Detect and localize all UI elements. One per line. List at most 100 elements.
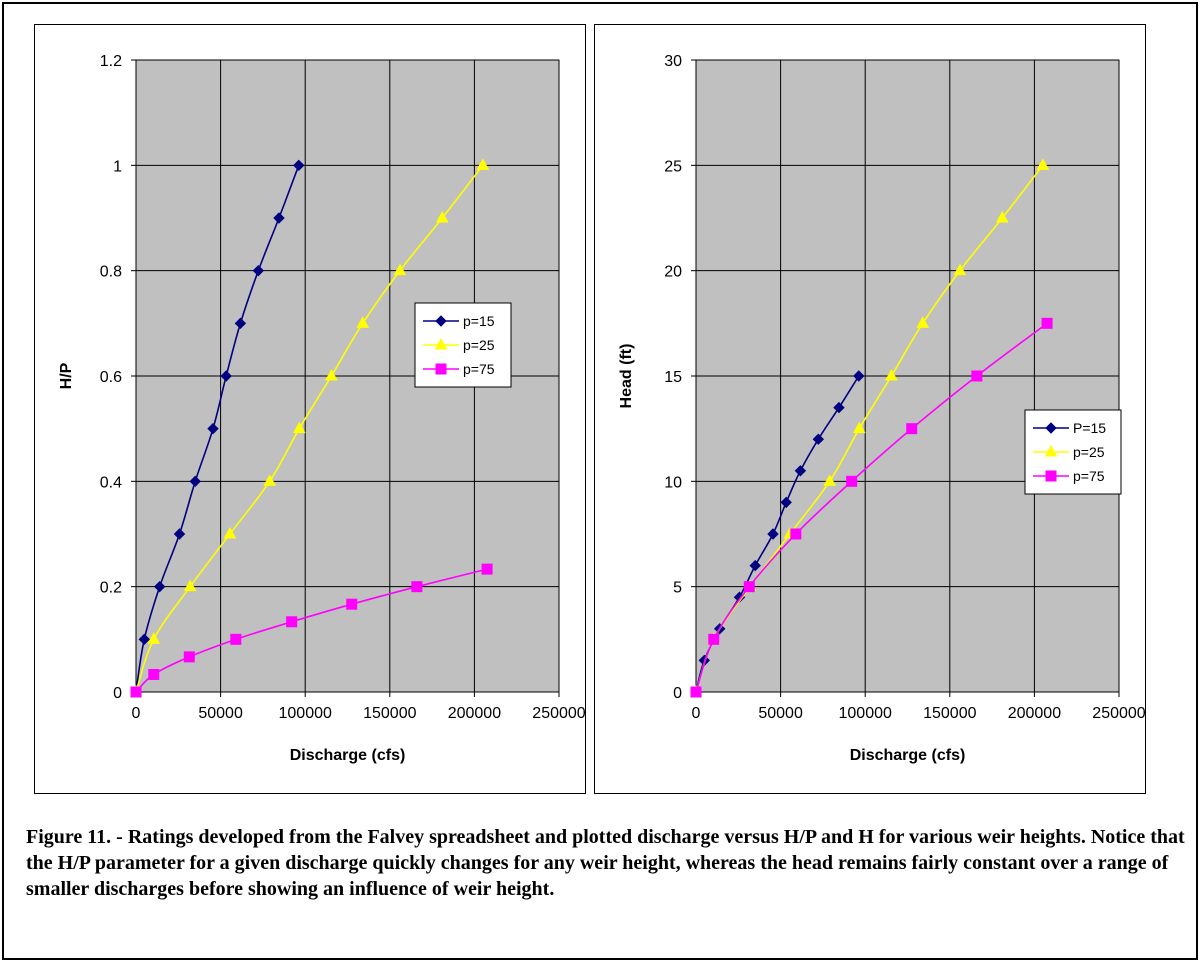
- data-point: [252, 264, 265, 277]
- data-point: [852, 421, 866, 434]
- data-point: [1036, 158, 1050, 170]
- legend-label: p=75: [463, 361, 495, 377]
- data-point: [790, 528, 802, 540]
- y-tick-label: 10: [664, 474, 682, 491]
- data-point: [846, 475, 858, 487]
- x-tick-label: 200000: [1008, 705, 1061, 722]
- y-tick-label: 0.6: [100, 369, 122, 386]
- x-tick-label: 150000: [923, 705, 976, 722]
- data-point: [230, 633, 242, 645]
- data-point: [286, 616, 298, 628]
- y-tick-label: 0.2: [100, 580, 122, 597]
- figure-caption: Figure 11. - Ratings developed from the …: [26, 826, 1185, 900]
- x-axis-label: Discharge (cfs): [290, 747, 406, 764]
- data-point: [293, 159, 305, 172]
- x-tick-label: 150000: [363, 705, 416, 722]
- data-point: [207, 422, 219, 435]
- data-point: [356, 316, 370, 328]
- x-tick-label: 100000: [279, 705, 332, 722]
- data-point: [916, 316, 930, 328]
- data-point: [953, 263, 967, 276]
- data-point: [220, 370, 232, 382]
- data-point: [794, 465, 807, 477]
- series-p=75: [690, 317, 1053, 698]
- data-point: [812, 433, 825, 445]
- legend-marker: [1044, 444, 1058, 457]
- legend-marker: [1045, 422, 1057, 434]
- legend-label: p=75: [1073, 468, 1105, 484]
- y-tick-label: 0.8: [100, 264, 122, 281]
- legend-marker: [435, 315, 447, 327]
- data-point: [325, 368, 338, 381]
- x-tick-label: 200000: [448, 705, 501, 722]
- data-point: [173, 528, 186, 540]
- data-point: [138, 633, 150, 646]
- y-tick-label: 0: [113, 685, 122, 702]
- legend: p=15 p=25 p=75: [414, 302, 512, 388]
- y-tick-label: 0: [673, 685, 682, 702]
- legend-label: p=25: [1073, 444, 1105, 460]
- data-point: [1041, 317, 1053, 329]
- data-point: [823, 474, 837, 486]
- series-p=25: [129, 158, 490, 697]
- y-tick-label: 1: [113, 158, 122, 175]
- y-axis-label: Head (ft): [618, 344, 635, 409]
- legend-label: P=15: [1073, 420, 1106, 436]
- data-point: [273, 212, 285, 224]
- y-tick-label: 20: [664, 264, 682, 281]
- y-tick-label: 15: [664, 369, 682, 386]
- x-tick-label: 250000: [1092, 705, 1145, 722]
- data-point: [995, 210, 1009, 223]
- data-point: [476, 158, 490, 170]
- data-point: [885, 368, 898, 381]
- y-tick-label: 30: [664, 53, 682, 70]
- data-point: [148, 668, 160, 680]
- data-point: [292, 421, 306, 434]
- data-point: [906, 423, 918, 435]
- data-point: [481, 563, 493, 575]
- data-point: [971, 370, 983, 382]
- data-point: [435, 210, 449, 223]
- data-point: [743, 581, 755, 593]
- x-tick-label: 50000: [198, 705, 243, 722]
- data-point: [183, 579, 197, 592]
- data-point: [690, 686, 702, 698]
- legend-label: p=15: [463, 313, 495, 329]
- data-point: [780, 496, 792, 509]
- data-point: [749, 559, 761, 572]
- data-point: [346, 598, 358, 610]
- series-p=75: [130, 563, 493, 698]
- data-point: [147, 632, 161, 644]
- x-tick-label: 50000: [758, 705, 803, 722]
- data-point: [833, 401, 845, 414]
- legend-marker: [434, 337, 448, 350]
- data-point: [183, 651, 195, 663]
- data-point: [223, 526, 237, 539]
- chart-hp-vs-discharge: 0 50000 100000 150000 200000 250000 0 0.2 0.4 0.6…: [58, 53, 586, 764]
- x-tick-label: 250000: [532, 705, 585, 722]
- data-point: [189, 475, 201, 488]
- data-point: [234, 317, 247, 330]
- legend-marker: [435, 363, 447, 375]
- legend: P=15 p=25 p=75: [1024, 409, 1122, 495]
- data-point: [853, 370, 865, 382]
- y-tick-label: 0.4: [100, 474, 122, 491]
- data-point: [411, 581, 423, 593]
- chart-panel-head: 0 50000 100000 150000 200000 250000 0 5 10 15 20 25…: [594, 24, 1146, 794]
- y-tick-label: 5: [673, 580, 682, 597]
- data-point: [153, 580, 166, 593]
- x-axis-label: Discharge (cfs): [850, 747, 966, 764]
- data-point: [393, 263, 407, 276]
- chart-panel-hp: 0 50000 100000 150000 200000 250000 0 0.2 0.4 0.6…: [34, 24, 586, 794]
- legend-label: p=25: [463, 337, 495, 353]
- x-tick-label: 0: [132, 705, 141, 722]
- data-point: [130, 686, 142, 698]
- y-tick-label: 25: [664, 158, 682, 175]
- y-tick-label: 1.2: [100, 53, 122, 70]
- data-point: [767, 528, 779, 540]
- data-point: [708, 633, 720, 645]
- series-p=15: [130, 159, 305, 698]
- x-tick-label: 100000: [839, 705, 892, 722]
- legend-marker: [1045, 470, 1057, 482]
